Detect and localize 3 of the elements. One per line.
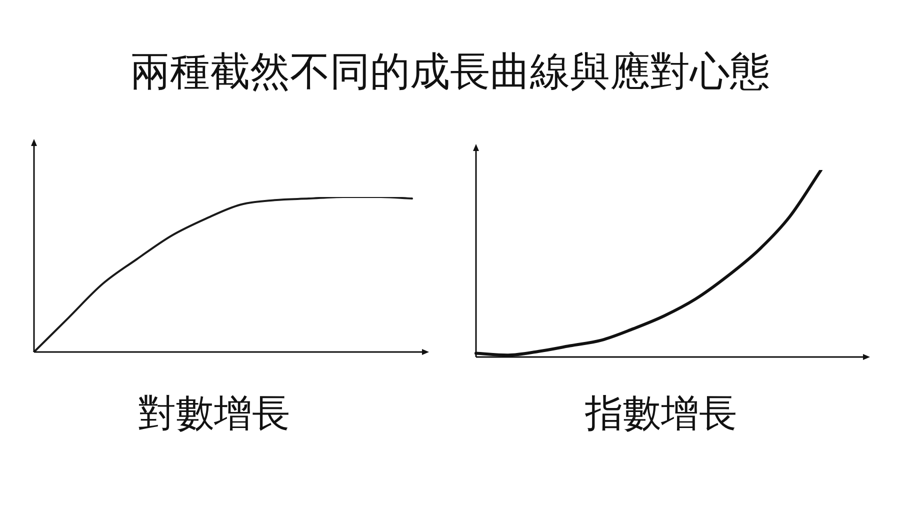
x-axis-title: 指數增長: [584, 390, 738, 436]
chart-title: 兩種截然不同的成長曲線與應對心態: [129, 48, 771, 97]
x-axis-title: 對數增長: [137, 390, 291, 436]
